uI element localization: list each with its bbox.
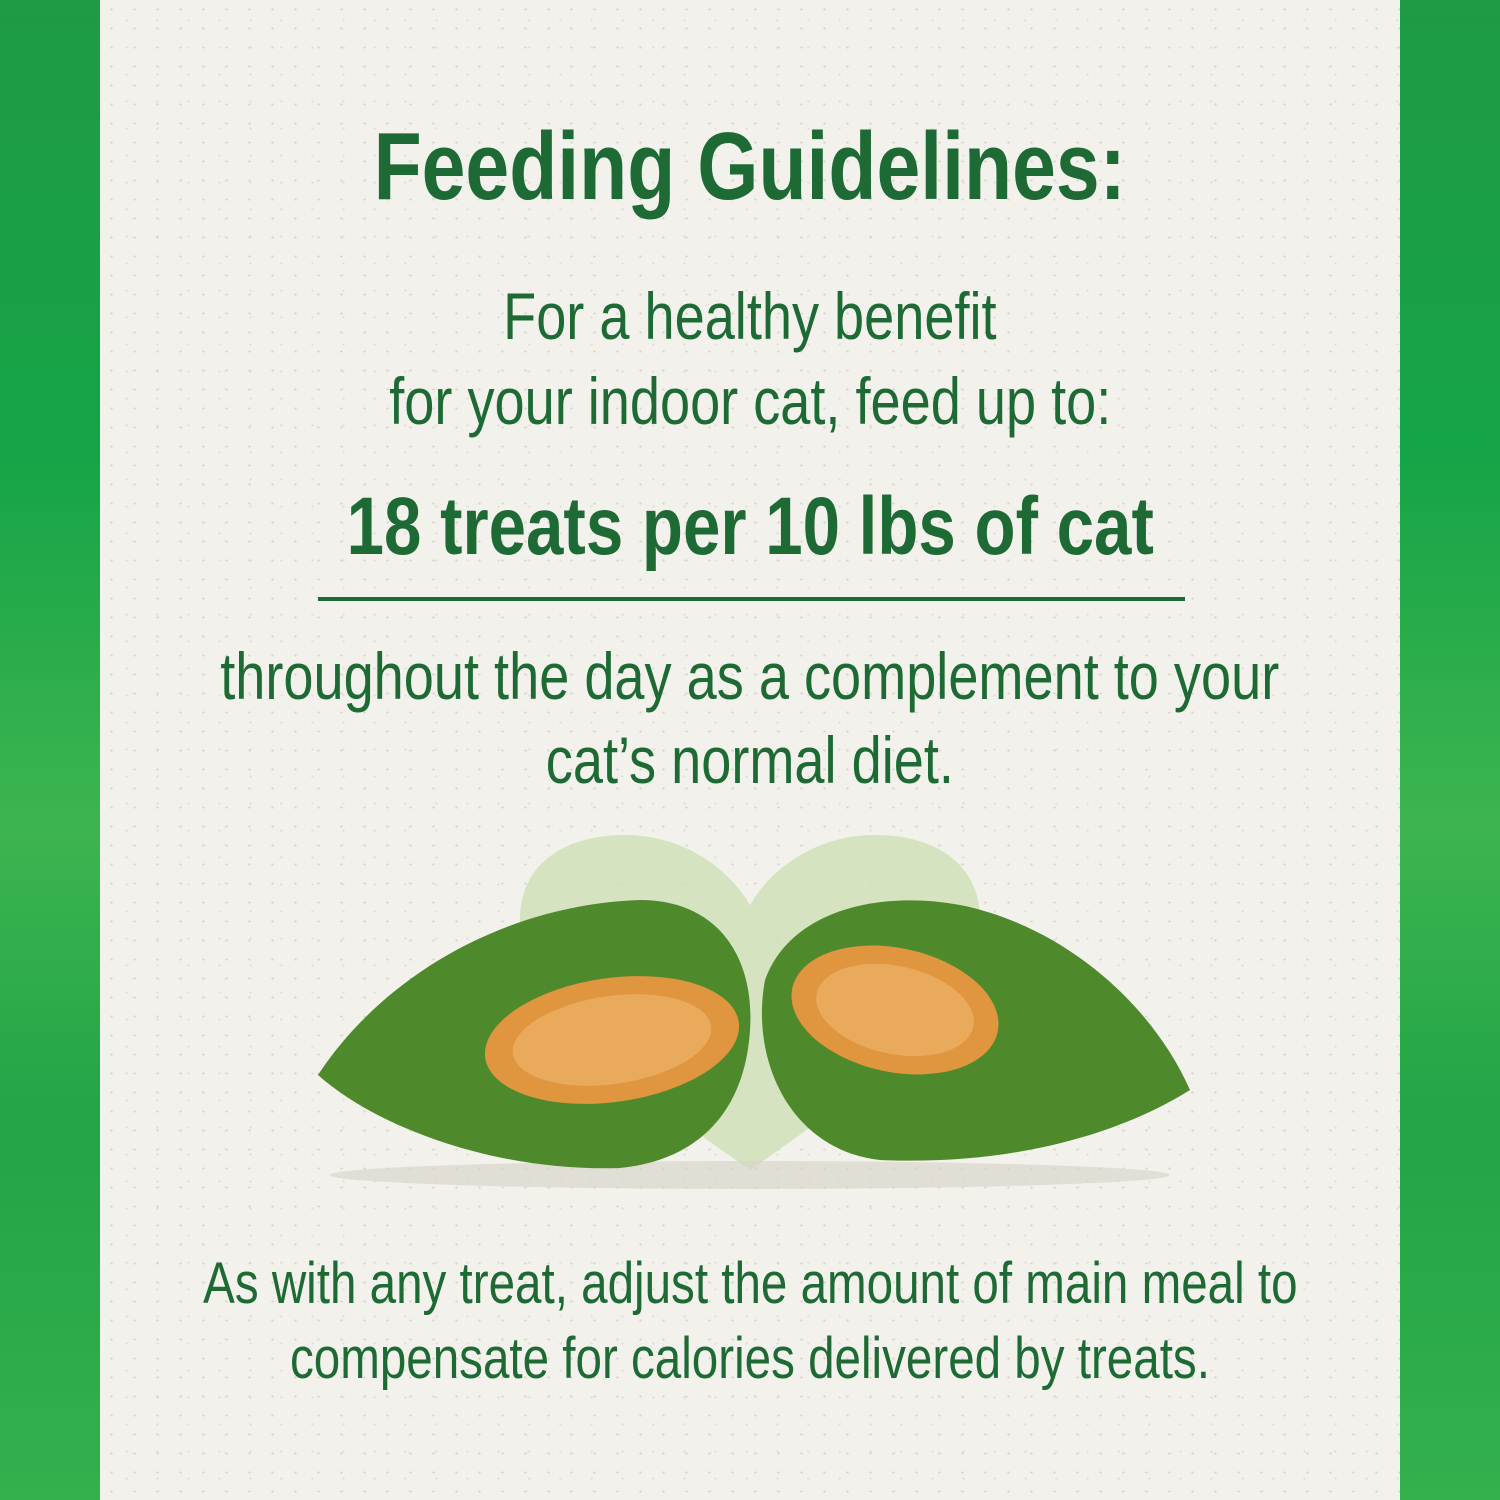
intro-line-2: for your indoor cat, feed up to:: [388, 364, 1112, 438]
footnote-line-2: compensate for calories delivered by tre…: [290, 1326, 1210, 1391]
right-green-stripe: [1400, 0, 1500, 1500]
treat-right: [761, 900, 1190, 1161]
page-title: Feeding Guidelines:: [373, 113, 1127, 220]
divider-rule: [318, 597, 1185, 601]
treat-left: [318, 900, 751, 1169]
continuation-line-1: throughout the day as a complement to yo…: [220, 639, 1280, 713]
continuation-line-2: cat’s normal diet.: [545, 723, 955, 797]
paper-background: [100, 0, 1400, 1500]
highlight-dosage: 18 treats per 10 lbs of cat: [346, 481, 1154, 572]
footnote-line-1: As with any treat, adjust the amount of …: [202, 1251, 1298, 1316]
left-green-stripe: [0, 0, 100, 1500]
intro-line-1: For a healthy benefit: [503, 279, 997, 353]
